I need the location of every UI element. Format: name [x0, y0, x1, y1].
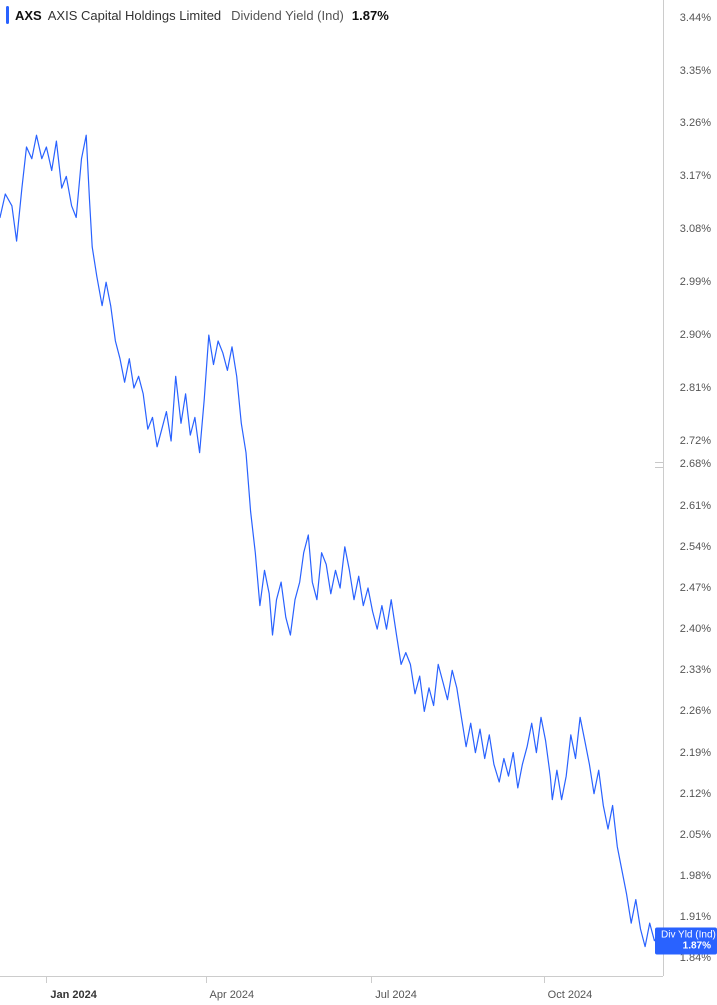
flag-label: Div Yld (Ind) [661, 929, 711, 940]
y-axis: 3.44% 3.35% 3.26% 3.17% 3.08% 2.99% 2.90% 2.81%… [663, 0, 717, 1005]
x-tick-label: Apr 2024 [210, 989, 255, 1001]
dividend-yield-line [0, 135, 663, 946]
ticker-symbol[interactable]: AXS [15, 8, 42, 23]
series-value: 1.87% [352, 8, 389, 23]
y-tick-label: 2.05% [680, 829, 711, 841]
y-tick-label: 2.47% [680, 582, 711, 594]
flag-value: 1.87% [661, 940, 711, 951]
y-tick-label: 2.81% [680, 382, 711, 394]
y-axis-split-mark [655, 467, 663, 468]
x-tick-mark [46, 977, 47, 983]
y-tick-label: 2.33% [680, 664, 711, 676]
y-tick-label: 2.40% [680, 623, 711, 635]
y-tick-label: 1.91% [680, 911, 711, 923]
y-tick-label: 2.19% [680, 747, 711, 759]
y-tick-label: 3.26% [680, 117, 711, 129]
y-tick-label: 3.35% [680, 65, 711, 77]
series-label: Dividend Yield (Ind) [231, 8, 344, 23]
y-tick-label: 3.44% [680, 12, 711, 24]
y-tick-label: 2.72% [680, 435, 711, 447]
y-axis-split-mark [655, 462, 663, 463]
x-axis-line [0, 976, 663, 977]
x-tick-label: Jul 2024 [375, 989, 417, 1001]
x-tick-mark [544, 977, 545, 983]
dividend-yield-chart: AXS AXIS Capital Holdings Limited Divide… [0, 0, 717, 1005]
x-tick-mark [206, 977, 207, 983]
line-plot [0, 0, 663, 976]
y-tick-label: 2.54% [680, 541, 711, 553]
y-tick-label: 3.08% [680, 223, 711, 235]
y-tick-label: 2.90% [680, 329, 711, 341]
x-axis: Jan 2024 Apr 2024 Jul 2024 Oct 2024 [0, 979, 663, 1005]
y-tick-label: 2.61% [680, 500, 711, 512]
x-tick-mark [371, 977, 372, 983]
y-tick-label: 2.12% [680, 788, 711, 800]
current-value-flag: Div Yld (Ind) 1.87% [655, 927, 717, 954]
y-tick-label: 2.99% [680, 276, 711, 288]
y-axis-line [663, 0, 664, 976]
y-tick-label: 2.68% [680, 458, 711, 470]
chart-header: AXS AXIS Capital Holdings Limited Divide… [6, 6, 389, 24]
y-tick-label: 3.17% [680, 170, 711, 182]
y-tick-label: 1.98% [680, 870, 711, 882]
company-name: AXIS Capital Holdings Limited [48, 8, 221, 23]
x-tick-label: Oct 2024 [548, 989, 593, 1001]
x-tick-label: Jan 2024 [50, 989, 96, 1001]
ticker-color-marker [6, 6, 9, 24]
y-tick-label: 2.26% [680, 705, 711, 717]
